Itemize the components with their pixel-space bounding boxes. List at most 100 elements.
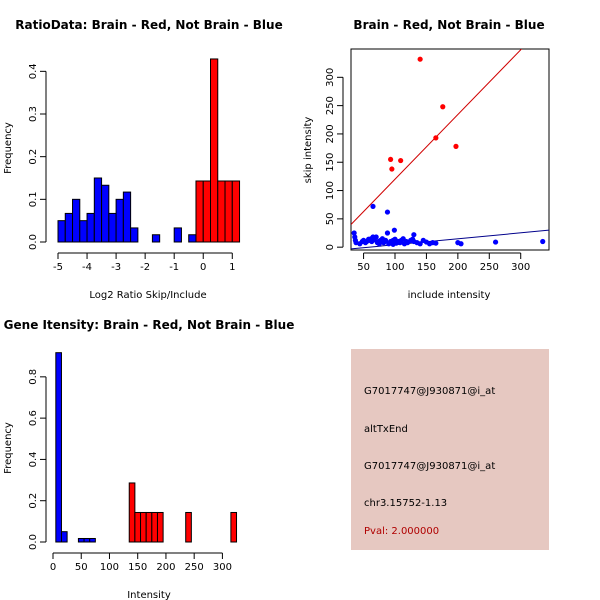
gene-intensity-bar <box>140 511 147 543</box>
not-brain-point <box>540 238 546 245</box>
not-brain-point <box>351 230 357 236</box>
not-brain-point <box>458 241 464 247</box>
gene-intensity-bar <box>151 511 158 543</box>
intensity-scatter-y-tick-label: 100 <box>325 181 336 200</box>
not-brain-point <box>370 234 376 240</box>
intensity-scatter-x-axis: 50 100 150 200 250 300 <box>357 252 530 273</box>
ratio-histogram-title: RatioData: Brain - Red, Not Brain - Blue <box>15 18 282 32</box>
info-panel: G7017747@J930871@i_at altTxEnd G7017747@… <box>351 349 549 550</box>
ratio-histogram-x-tick-label: -4 <box>82 262 92 273</box>
gene-intensity-y-tick-label: 0.4 <box>28 451 39 467</box>
intensity-scatter-frame <box>350 48 550 251</box>
gene-intensity-x-tick-label: 50 <box>75 562 88 573</box>
not-brain-fit-line <box>351 229 549 250</box>
intensity-scatter-fit-lines <box>351 49 549 250</box>
gene-intensity-bar <box>134 511 142 543</box>
gene-intensity-x-tick-label: 150 <box>128 562 147 573</box>
probe-id-secondary: G7017747@J930871@i_at <box>364 461 496 472</box>
gene-intensity-ylabel: Frequency <box>3 422 14 474</box>
brain-point <box>433 135 439 141</box>
ratio-histogram-bar <box>122 191 132 243</box>
gene-intensity-x-tick-label: 0 <box>50 562 56 573</box>
gene-intensity-bar <box>77 537 85 543</box>
not-brain-point <box>384 209 391 215</box>
ratio-histogram-bar <box>64 212 74 243</box>
ratio-histogram-bar <box>130 227 139 243</box>
brain-point <box>453 143 459 149</box>
ratio-histogram-bars <box>57 58 241 243</box>
ratio-histogram-bar <box>195 180 204 243</box>
brain-point <box>398 157 404 164</box>
ratio-histogram-bar <box>202 180 212 243</box>
gene-intensity-x-axis: 0 50 100 150 200 250 300 <box>50 552 232 573</box>
intensity-scatter-title: Brain - Red, Not Brain - Blue <box>353 18 544 32</box>
gene-intensity-bar <box>230 511 238 543</box>
gene-intensity-bar <box>156 511 164 543</box>
ratio-histogram-x-tick-label: -3 <box>111 262 121 273</box>
intensity-scatter-y-axis: 0 50 100 150 200 250 300 <box>325 68 344 250</box>
intensity-scatter-x-tick-label: 100 <box>385 262 404 273</box>
brain-point <box>440 104 446 110</box>
ratio-histogram-x-tick-label: 1 <box>229 262 235 273</box>
gene-intensity-x-tick-label: 250 <box>185 562 204 573</box>
not-brain-point <box>433 240 439 246</box>
ratio-histogram-ylabel: Frequency <box>3 122 14 174</box>
ratio-histogram-x-tick-label: -5 <box>53 262 63 273</box>
ratio-histogram-bar <box>108 212 117 243</box>
ratio-histogram-bar <box>151 234 161 243</box>
intensity-scatter-y-tick-label: 300 <box>325 68 336 87</box>
gene-intensity-x-tick-label: 100 <box>100 562 119 573</box>
ratio-histogram-y-axis: 0.0 0.1 0.2 0.3 0.4 <box>28 63 47 250</box>
p-value: Pval: 2.000000 <box>364 526 440 537</box>
ratio-histogram-bar <box>93 177 103 243</box>
not-brain-point <box>384 230 391 236</box>
gene-intensity-title: Gene Itensity: Brain - Red, Not Brain - … <box>4 318 295 332</box>
ratio-histogram-bar <box>57 220 66 243</box>
intensity-scatter-ylabel: skip intensity <box>303 117 314 184</box>
gene-intensity-panel: Gene Itensity: Brain - Red, Not Brain - … <box>3 318 294 600</box>
ratio-histogram-bar <box>231 180 241 243</box>
ratio-histogram-x-axis: -5 -4 -3 -2 -1 0 1 <box>53 252 235 273</box>
ratio-histogram-y-tick-label: 0.2 <box>28 149 39 165</box>
gene-intensity-y-tick-label: 0.0 <box>28 534 39 550</box>
ratio-histogram-x-tick-label: 0 <box>200 262 206 273</box>
ratio-histogram-bar <box>72 198 81 243</box>
gene-intensity-x-tick-label: 200 <box>156 562 175 573</box>
intensity-scatter-x-tick-label: 200 <box>448 262 467 273</box>
not-brain-point <box>390 241 396 247</box>
not-brain-point <box>492 239 499 245</box>
not-brain-point <box>391 227 397 233</box>
gene-intensity-y-axis: 0.0 0.2 0.4 0.6 0.8 <box>28 369 47 550</box>
not-brain-point <box>411 232 417 238</box>
gene-intensity-y-tick-label: 0.6 <box>28 410 39 426</box>
ratio-histogram-y-tick-label: 0.3 <box>28 106 39 122</box>
genomic-location: chr3.15752-1.13 <box>364 498 448 509</box>
gene-intensity-bar <box>185 511 192 543</box>
gene-intensity-bar <box>89 537 96 543</box>
ratio-histogram-bar <box>79 220 88 243</box>
ratio-histogram-x-tick-label: -1 <box>169 262 179 273</box>
ratio-histogram-panel: RatioData: Brain - Red, Not Brain - Blue… <box>3 18 283 301</box>
intensity-scatter-points <box>351 56 546 247</box>
intensity-scatter-y-tick-label: 150 <box>325 153 336 172</box>
ratio-histogram-bar <box>188 234 197 243</box>
intensity-scatter-panel: Brain - Red, Not Brain - Blue 50 100 150 20… <box>303 18 550 301</box>
intensity-scatter-x-tick-label: 150 <box>417 262 436 273</box>
gene-intensity-y-tick-label: 0.8 <box>28 369 39 385</box>
gene-intensity-bars <box>55 352 238 543</box>
ratio-histogram-bar <box>101 184 110 243</box>
ratio-histogram-bar <box>173 227 182 243</box>
ratio-histogram-xlabel: Log2 Ratio Skip/Include <box>89 290 206 301</box>
gene-intensity-bar <box>55 352 62 543</box>
not-brain-point <box>370 203 376 210</box>
gene-intensity-bar <box>83 537 91 543</box>
brain-point <box>417 56 423 62</box>
event-type: altTxEnd <box>364 424 408 435</box>
ratio-histogram-bar <box>115 198 124 243</box>
ratio-histogram-y-tick-label: 0.0 <box>28 234 39 250</box>
not-brain-point <box>417 241 423 247</box>
ratio-histogram-y-tick-label: 0.4 <box>28 63 39 79</box>
intensity-scatter-x-tick-label: 250 <box>480 262 499 273</box>
gene-intensity-bar <box>60 531 68 543</box>
